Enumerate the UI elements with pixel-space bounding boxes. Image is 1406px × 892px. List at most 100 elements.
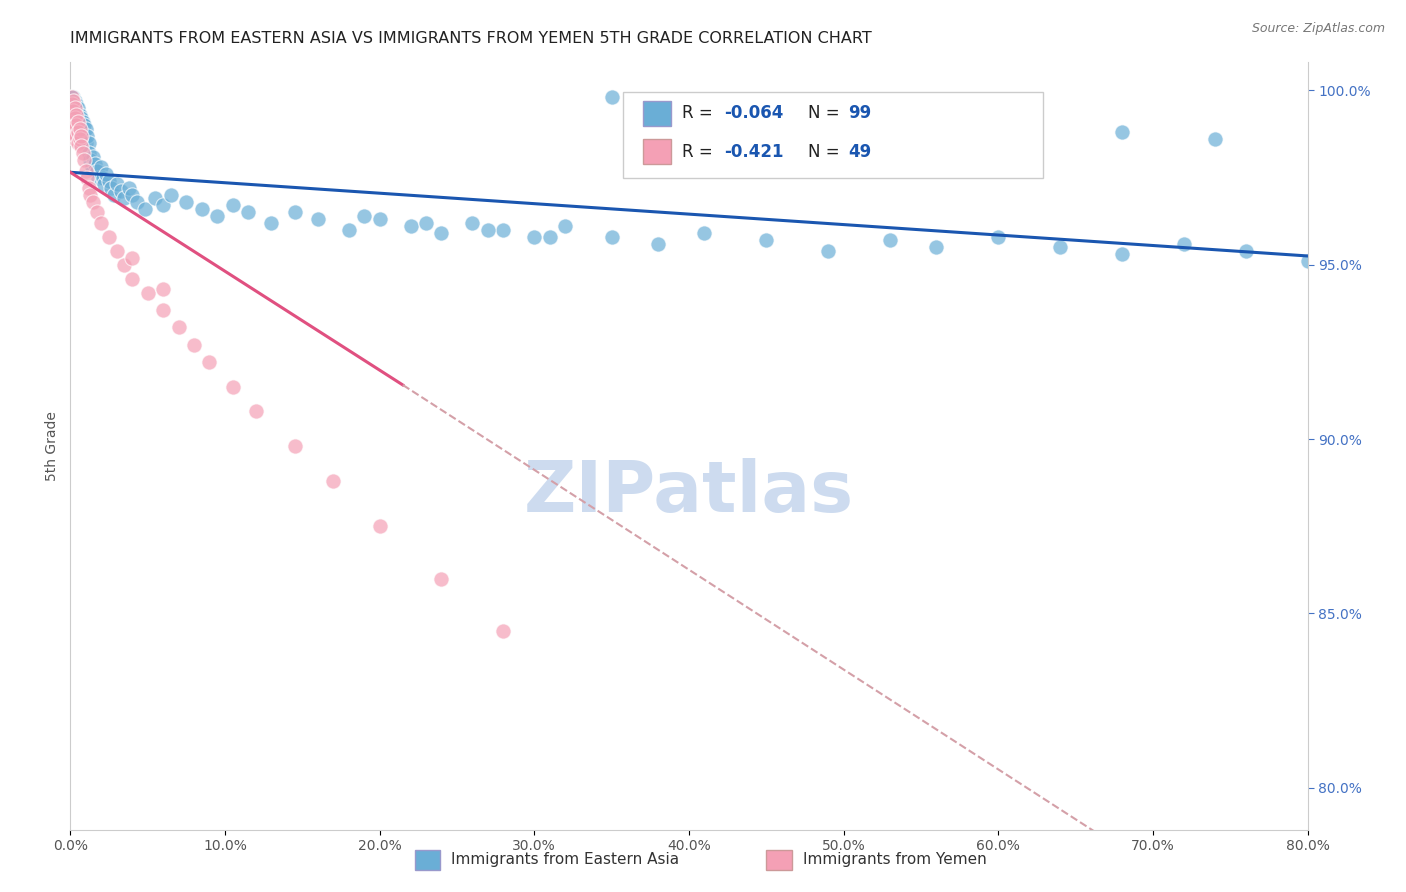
Point [198, 355, 221, 369]
Point [62, 90, 84, 104]
Point [90, 216, 112, 230]
Text: IMMIGRANTS FROM EASTERN ASIA VS IMMIGRANTS FROM YEMEN 5TH GRADE CORRELATION CHAR: IMMIGRANTS FROM EASTERN ASIA VS IMMIGRAN… [70, 31, 872, 46]
Point [63, 101, 86, 115]
Point [60, 101, 83, 115]
Point [65, 108, 87, 122]
Point [72, 125, 94, 139]
Point [67, 101, 90, 115]
Point [477, 223, 499, 237]
Text: R =: R = [682, 104, 718, 122]
Point [1111, 125, 1133, 139]
Point [174, 194, 197, 209]
Text: -0.064: -0.064 [724, 104, 783, 122]
Point [70, 112, 93, 126]
Point [72, 146, 94, 161]
Text: Immigrants from Eastern Asia: Immigrants from Eastern Asia [451, 853, 679, 867]
Point [987, 229, 1010, 244]
Point [67, 114, 90, 128]
Point [84, 156, 107, 170]
Point [63, 101, 86, 115]
Point [1111, 247, 1133, 261]
Point [65, 108, 87, 122]
Point [492, 624, 515, 638]
Point [79, 153, 101, 167]
Point [1204, 132, 1226, 146]
Point [75, 136, 97, 150]
Point [399, 219, 422, 234]
Point [65, 114, 87, 128]
Text: Source: ZipAtlas.com: Source: ZipAtlas.com [1251, 22, 1385, 36]
Point [105, 244, 128, 258]
Point [65, 97, 87, 112]
Point [284, 439, 307, 453]
Point [152, 198, 174, 212]
Point [67, 125, 90, 139]
Point [90, 160, 112, 174]
Point [538, 229, 561, 244]
Point [284, 205, 307, 219]
Point [63, 112, 86, 126]
Point [415, 216, 437, 230]
Point [755, 233, 778, 247]
Point [167, 320, 190, 334]
Point [1234, 244, 1257, 258]
Point [110, 185, 132, 199]
Point [63, 118, 86, 132]
Point [69, 121, 91, 136]
Point [63, 94, 86, 108]
Point [121, 251, 143, 265]
Point [62, 104, 84, 119]
Point [63, 125, 86, 139]
Point [63, 132, 86, 146]
Point [322, 474, 344, 488]
Y-axis label: 5th Grade: 5th Grade [45, 411, 59, 481]
Point [307, 212, 329, 227]
Point [86, 163, 108, 178]
Point [222, 198, 245, 212]
Point [98, 229, 120, 244]
Point [145, 191, 166, 205]
Point [118, 181, 141, 195]
Point [93, 178, 115, 192]
Text: R =: R = [682, 143, 723, 161]
Point [183, 338, 205, 352]
Point [69, 108, 91, 122]
Point [69, 118, 91, 132]
Point [1049, 240, 1071, 254]
Point [260, 216, 283, 230]
Point [353, 209, 375, 223]
Text: N =: N = [808, 104, 845, 122]
Point [73, 118, 96, 132]
Point [925, 240, 948, 254]
Point [62, 114, 84, 128]
Point [86, 205, 108, 219]
Point [75, 121, 97, 136]
Point [60, 90, 83, 104]
Point [67, 128, 90, 143]
Point [817, 244, 839, 258]
Point [121, 188, 143, 202]
Point [67, 136, 90, 150]
Point [76, 170, 98, 185]
Point [1173, 236, 1195, 251]
Point [77, 181, 100, 195]
Text: N =: N = [808, 143, 845, 161]
Point [238, 205, 260, 219]
Point [105, 178, 128, 192]
Point [65, 118, 87, 132]
Point [65, 125, 87, 139]
Point [430, 227, 453, 241]
Point [77, 146, 100, 161]
Point [152, 282, 174, 296]
Point [62, 97, 84, 112]
Point [600, 229, 623, 244]
Point [69, 132, 91, 146]
Point [492, 223, 515, 237]
Point [709, 97, 731, 112]
Point [60, 108, 83, 122]
Text: Immigrants from Yemen: Immigrants from Yemen [803, 853, 987, 867]
Point [98, 174, 120, 188]
Point [87, 170, 110, 185]
Point [693, 227, 716, 241]
Point [910, 112, 932, 126]
